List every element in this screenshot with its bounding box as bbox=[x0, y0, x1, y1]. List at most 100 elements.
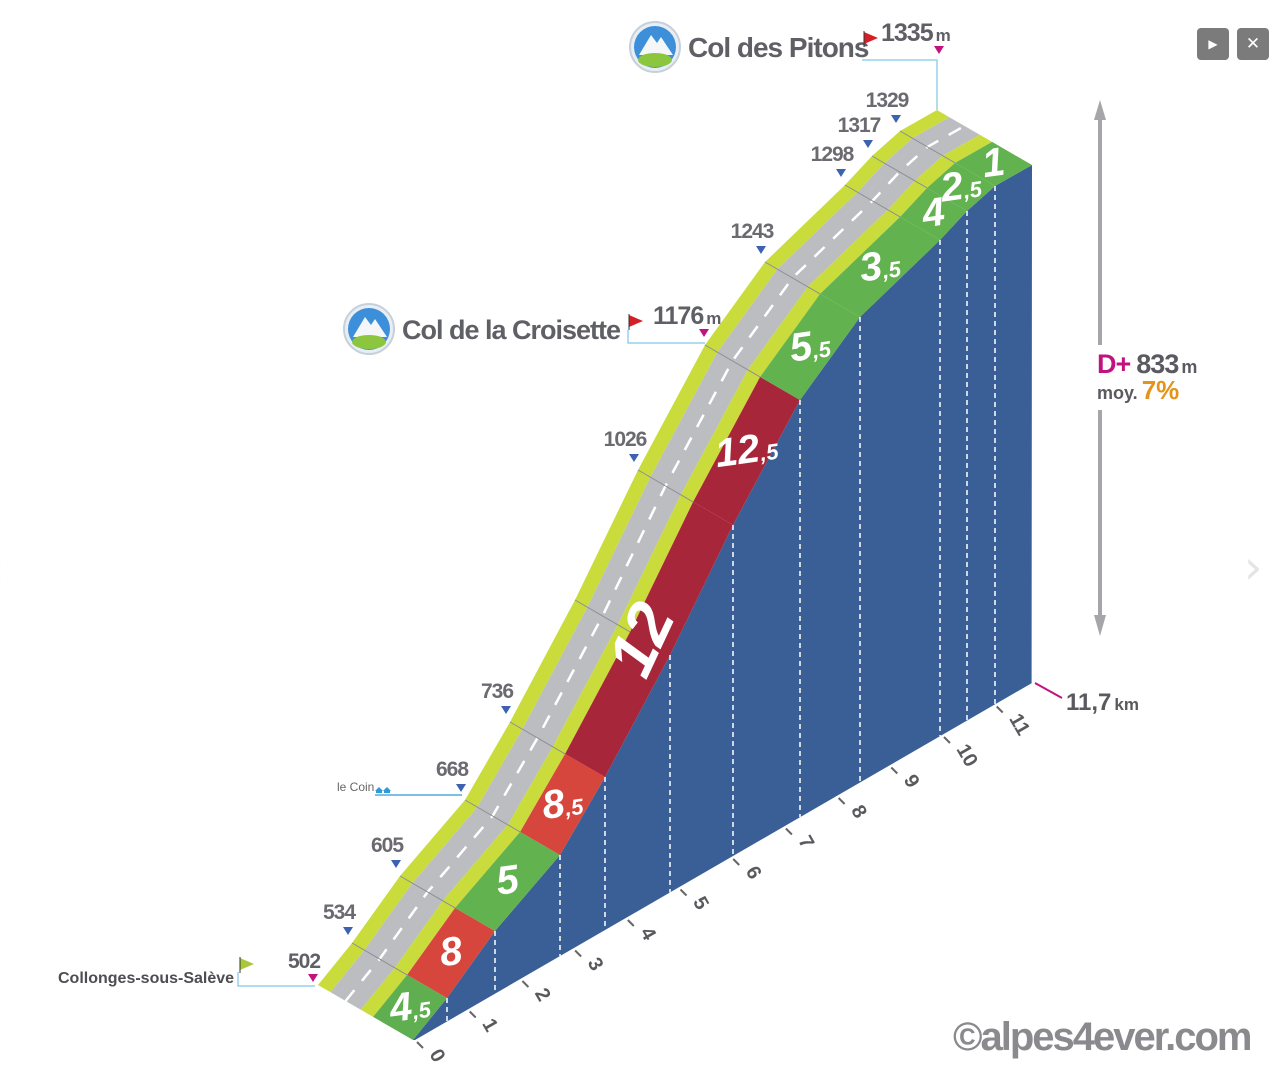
km-divider bbox=[899, 130, 956, 164]
km-tick bbox=[521, 980, 530, 988]
gradient-label: 8,5 bbox=[539, 779, 586, 828]
pass-marker-triangle bbox=[699, 329, 709, 337]
col-icon-grass bbox=[638, 53, 672, 67]
village-name: le Coin bbox=[337, 780, 374, 794]
start-altitude: 502 bbox=[288, 950, 320, 973]
km-divider bbox=[764, 261, 821, 295]
km-divider bbox=[399, 875, 456, 909]
pass-altitude-value: 1176 bbox=[653, 302, 703, 330]
gradient-label: 12,5 bbox=[712, 424, 781, 476]
km-tick bbox=[416, 1041, 424, 1049]
km-divider bbox=[637, 469, 694, 503]
total-distance-value: 11,7 bbox=[1066, 689, 1111, 716]
gradient-band-segment bbox=[565, 501, 733, 777]
total-distance-label: 11,7 km bbox=[1066, 689, 1139, 716]
summit-altitude-unit: m bbox=[936, 26, 951, 45]
km-divider bbox=[509, 721, 566, 755]
elevation-gain-value: 833 bbox=[1136, 349, 1179, 379]
km-tick-label: 10 bbox=[952, 741, 982, 771]
km-tick-label: 0 bbox=[425, 1046, 450, 1067]
gradient-band-segment bbox=[455, 831, 560, 931]
col-icon-grass bbox=[352, 335, 386, 349]
altitude-marker-label: 1298 bbox=[811, 143, 855, 166]
watermark: ©alpes4ever.com bbox=[953, 1015, 1251, 1059]
km-tick-label: 8 bbox=[846, 802, 871, 823]
total-distance-unit: km bbox=[1114, 695, 1139, 714]
start-leader-line bbox=[237, 972, 315, 987]
km-tick-label: 7 bbox=[794, 832, 819, 853]
gradient-label: 1 bbox=[979, 140, 1007, 187]
start-marker-triangle bbox=[308, 974, 318, 982]
gradient-label-minor: ,5 bbox=[880, 256, 903, 284]
slideshow-play-button[interactable]: ▶ bbox=[1197, 28, 1229, 60]
col-icon-mountain bbox=[353, 317, 387, 337]
km-tick bbox=[627, 919, 635, 927]
pass-leader-line bbox=[627, 330, 705, 344]
previous-image-arrow[interactable]: ‹ bbox=[0, 540, 4, 594]
average-gradient-label: moy. 7% bbox=[1097, 375, 1179, 405]
km-divider bbox=[351, 942, 408, 976]
km-tick bbox=[574, 949, 582, 958]
gradient-band-segment bbox=[900, 187, 967, 240]
altitude-marker-triangle bbox=[863, 140, 873, 148]
km-tick-label: 6 bbox=[741, 863, 766, 884]
average-gradient-prefix: moy. bbox=[1097, 383, 1138, 403]
gradient-band-segment bbox=[520, 753, 605, 855]
km-divider bbox=[574, 599, 631, 633]
km-tick bbox=[679, 888, 688, 897]
summit-leader-line bbox=[862, 59, 938, 110]
altitude-marker-label: 605 bbox=[371, 834, 404, 857]
gradient-label: 2,5 bbox=[937, 161, 985, 210]
summit-altitude-value: 1335 bbox=[881, 19, 934, 47]
gradient-band-segment bbox=[693, 376, 800, 525]
elevation-arrow-up-head bbox=[1094, 100, 1106, 120]
km-tick bbox=[943, 736, 951, 744]
summit-marker-triangle bbox=[934, 46, 944, 54]
col-pass-icon bbox=[343, 303, 395, 355]
km-divider bbox=[704, 344, 761, 378]
km-tick-label: 4 bbox=[635, 924, 660, 945]
flag-icon bbox=[240, 958, 254, 970]
gradient-label-minor: ,5 bbox=[562, 794, 585, 822]
altitude-marker-label: 1329 bbox=[866, 89, 909, 112]
km-tick bbox=[995, 705, 1004, 714]
altitude-marker-triangle bbox=[501, 706, 511, 714]
km-divider bbox=[464, 799, 521, 833]
gradient-band-segment bbox=[407, 907, 495, 998]
gradient-band-segment bbox=[373, 974, 447, 1040]
altitude-marker-label: 736 bbox=[481, 680, 513, 703]
flag-icon bbox=[864, 32, 878, 44]
village-houses-icon bbox=[375, 787, 391, 793]
close-icon: ✕ bbox=[1245, 34, 1261, 53]
km-tick-label: 9 bbox=[899, 771, 924, 792]
km-tick bbox=[732, 858, 740, 866]
altitude-marker-triangle bbox=[756, 246, 766, 254]
average-gradient-value: 7% bbox=[1142, 375, 1180, 405]
elevation-gain-unit: m bbox=[1181, 357, 1196, 377]
altitude-marker-label: 1243 bbox=[731, 220, 774, 243]
altitude-marker-triangle bbox=[629, 454, 639, 462]
chevron-right-icon: › bbox=[1244, 540, 1263, 594]
gradient-label-minor: ,5 bbox=[810, 336, 833, 364]
close-button[interactable]: ✕ bbox=[1237, 28, 1269, 60]
next-image-arrow[interactable]: › bbox=[1244, 540, 1262, 594]
altitude-marker-triangle bbox=[456, 784, 466, 792]
gradient-band-segment bbox=[820, 216, 940, 317]
km-divider bbox=[871, 155, 928, 189]
distance-pointer bbox=[1034, 682, 1063, 699]
altitude-marker-label: 668 bbox=[436, 758, 469, 781]
road-surface bbox=[330, 117, 980, 1010]
km-tick bbox=[785, 827, 793, 836]
gradient-label-major: 1 bbox=[979, 140, 1007, 187]
summit-name: Col des Pitons bbox=[688, 32, 869, 63]
altitude-marker-label: 534 bbox=[323, 901, 356, 924]
gradient-label-minor: ,5 bbox=[961, 176, 984, 204]
road-outer-verge bbox=[318, 110, 950, 993]
summit-altitude: 1335 m bbox=[881, 19, 951, 47]
elevation-arrow-down-head bbox=[1094, 615, 1106, 636]
gradient-label-minor: ,5 bbox=[757, 439, 780, 467]
altitude-marker-triangle bbox=[836, 169, 846, 177]
start-name: Collonges-sous-Salève bbox=[58, 970, 234, 987]
km-tick bbox=[468, 1010, 477, 1019]
